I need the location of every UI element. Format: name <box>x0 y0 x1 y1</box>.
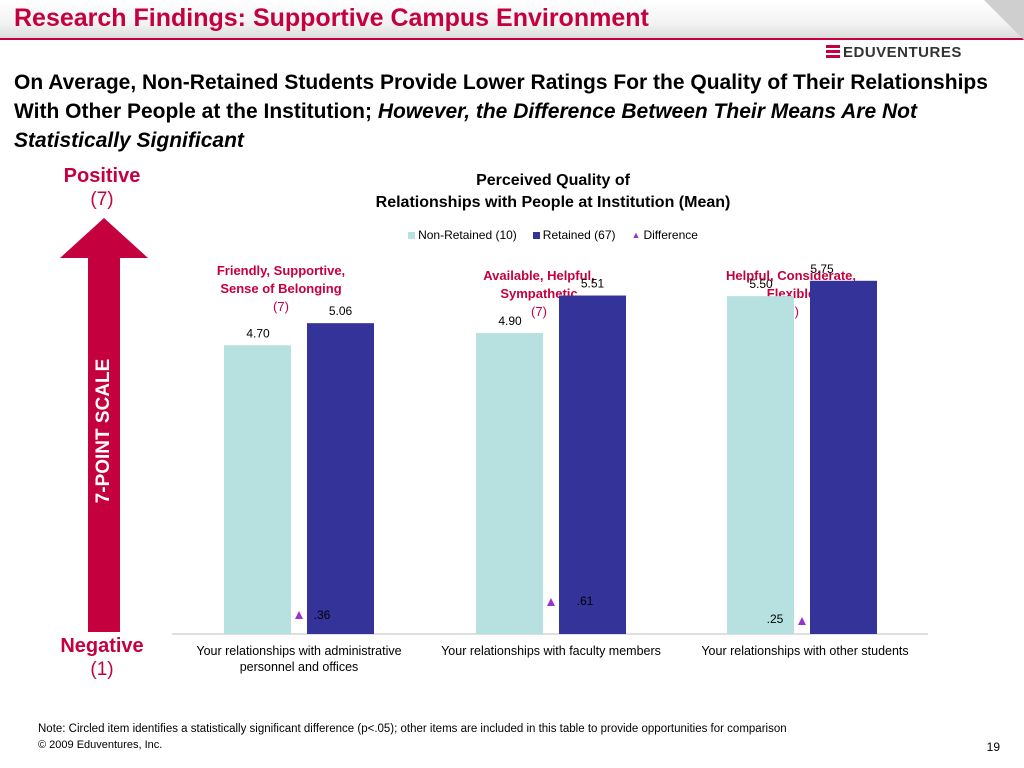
legend-label-non-retained: Non-Retained (10) <box>418 228 517 242</box>
group-label-line1: Helpful, Considerate, <box>725 268 857 283</box>
difference-value-label: .25 <box>767 612 784 626</box>
scale-positive-value: (7) <box>90 189 114 210</box>
scale-negative-word: Negative <box>60 635 144 657</box>
bar-retained-faculty <box>559 295 626 634</box>
logo-text: EDUVENTURES <box>843 43 962 61</box>
bar-non-retained-administrative <box>224 345 291 634</box>
bar-value-label: 4.70 <box>246 326 270 340</box>
difference-marker-icon <box>295 611 303 619</box>
group-label-scale: (7) <box>531 304 547 319</box>
group-label-faculty: Available, Helpful, Sympathetic (7) <box>444 267 634 321</box>
group-label-students: Helpful, Considerate, Flexible (7) <box>696 267 886 321</box>
page-number: 19 <box>986 740 1000 754</box>
title-underline <box>0 38 1024 40</box>
legend-item-retained: Retained (67) <box>532 228 616 242</box>
group-label-line2: Sense of Belonging <box>220 281 342 296</box>
subtitle-main: On Average, Non-Retained Students Provid… <box>14 71 988 123</box>
category-label-administrative: Your relationships with administrative p… <box>196 644 402 674</box>
scale-top-label: Positive (7) <box>50 164 154 212</box>
footnote: Note: Circled item identifies a statisti… <box>38 723 787 735</box>
legend-swatch-non-retained <box>408 231 416 239</box>
difference-value-label: .61 <box>577 594 594 608</box>
legend-swatch-retained <box>532 231 540 239</box>
logo-mark-icon <box>826 45 840 59</box>
group-label-line2: Flexible <box>766 286 816 301</box>
difference-value-label: .36 <box>314 608 331 622</box>
group-label-scale: (7) <box>783 304 799 319</box>
triangle-icon: ▲ <box>631 230 641 240</box>
legend-label-retained: Retained (67) <box>542 228 616 242</box>
group-label-line1: Friendly, Supportive, <box>216 263 346 278</box>
chart-title-line1: Perceived Quality of <box>476 172 630 189</box>
slide-title: Research Findings: Supportive Campus Env… <box>14 4 649 32</box>
category-label-students: Your relationships with other students <box>701 644 909 658</box>
bar-retained-students <box>810 280 877 634</box>
title-bar <box>0 0 1024 40</box>
difference-marker-icon <box>547 598 555 606</box>
group-label-administrative: Friendly, Supportive, Sense of Belonging… <box>186 262 376 316</box>
group-label-line1: Available, Helpful, <box>483 268 595 283</box>
corner-accent <box>984 0 1024 40</box>
bar-non-retained-faculty <box>476 333 543 634</box>
scale-arrow-icon <box>60 218 148 632</box>
bar-retained-administrative <box>307 323 374 634</box>
category-label-faculty: Your relationships with faculty members <box>441 644 661 658</box>
chart-title: Perceived Quality of Relationships with … <box>300 170 806 214</box>
eduventures-logo: EDUVENTURES <box>826 42 962 62</box>
difference-marker-icon <box>798 617 806 625</box>
scale-label: 7-POINT SCALE <box>93 358 114 504</box>
slide-subtitle: On Average, Non-Retained Students Provid… <box>14 68 1014 155</box>
chart-legend: Non-Retained (10) Retained (67) ▲ Differ… <box>300 228 806 242</box>
subtitle-emphasis: However, the Difference Between Their Me… <box>14 100 917 152</box>
scale-positive-word: Positive <box>63 165 141 187</box>
legend-item-non-retained: Non-Retained (10) <box>408 228 517 242</box>
group-label-line2: Sympathetic <box>500 286 578 301</box>
bar-non-retained-students <box>727 296 794 634</box>
chart-title-line2: Relationships with People at Institution… <box>375 194 731 211</box>
scale-bottom-label: Negative (1) <box>50 634 154 682</box>
legend-label-difference: Difference <box>643 228 698 242</box>
group-label-scale: (7) <box>273 299 289 314</box>
copyright: © 2009 Eduventures, Inc. <box>38 739 163 751</box>
scale-negative-value: (1) <box>90 659 114 680</box>
legend-item-difference: ▲ Difference <box>632 228 698 242</box>
